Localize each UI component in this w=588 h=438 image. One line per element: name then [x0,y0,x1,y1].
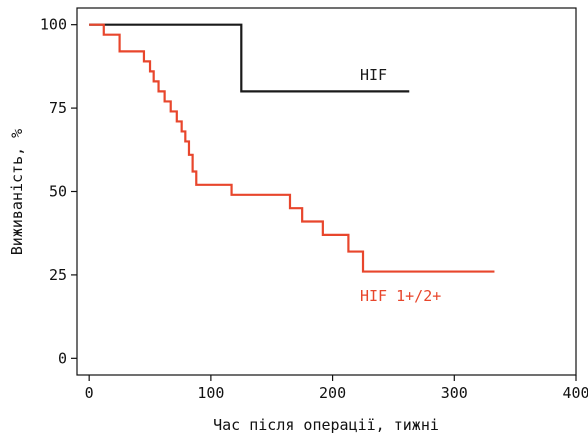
y-tick-label: 50 [49,183,67,201]
y-tick-label: 0 [58,349,67,367]
series-layer [89,23,495,273]
x-tick-label: 200 [319,384,346,402]
y-tick-label: 100 [40,16,67,34]
y-axis-label: Виживаність, % [8,129,26,255]
plot-frame [76,7,577,376]
x-tick-label: 400 [562,384,588,402]
x-tick-label: 100 [197,384,224,402]
series-label-hif: HIF [360,66,387,84]
x-tick-label: 0 [85,384,94,402]
y-tick-label: 25 [49,266,67,284]
series-line-hif-1-2 [89,23,495,273]
series-label-hif-1-2: HIF 1+/2+ [360,287,441,305]
x-tick-label: 300 [441,384,468,402]
ticks-layer: 0 100 200 300 400 0 25 50 75 100 [40,16,588,402]
x-axis-label: Час після операції, тижні [213,416,439,434]
y-tick-label: 75 [49,99,67,117]
series-line-hif [89,23,410,93]
